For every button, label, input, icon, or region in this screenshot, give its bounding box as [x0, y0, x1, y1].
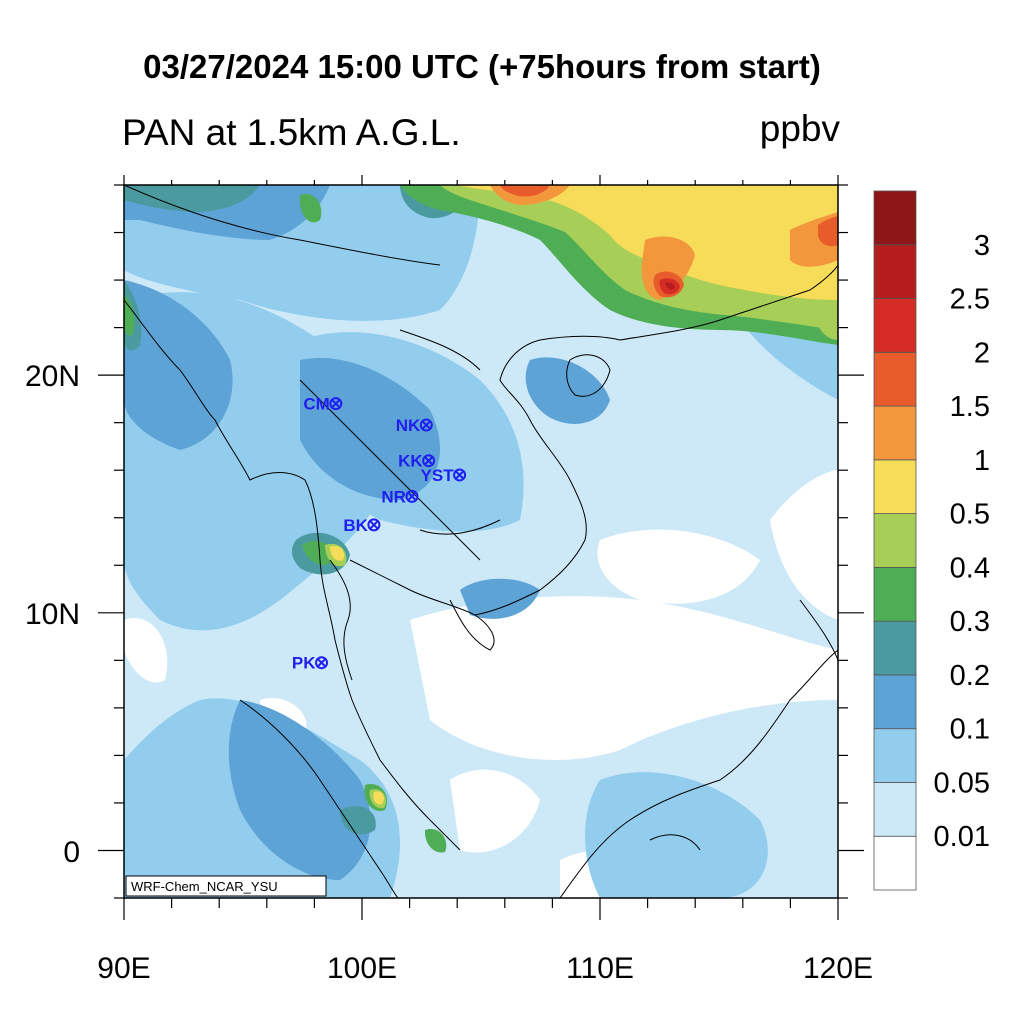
colorbar-level-label: 1.5: [950, 391, 990, 423]
colorbar-level-label: 0.3: [950, 606, 990, 638]
station-kk: KK: [398, 452, 436, 471]
colorbar-swatch: [873, 782, 917, 837]
lon-tick-110e: 110E: [566, 952, 634, 985]
station-marker-icon: [419, 418, 433, 432]
plot-title: 03/27/2024 15:00 UTC (+75hours from star…: [143, 48, 821, 85]
colorbar-swatch: [873, 351, 917, 407]
station-marker-icon: [405, 489, 419, 503]
colorbar-level-label: 0.01: [934, 821, 990, 853]
colorbar-level-label: 2: [974, 337, 990, 369]
station-pk: PK: [292, 654, 329, 673]
colorbar-swatch: [873, 728, 917, 783]
station-label: NK: [396, 416, 421, 435]
units-label: ppbv: [759, 108, 840, 149]
variable-subtitle: PAN at 1.5km A.G.L.: [122, 112, 461, 153]
colorbar-swatch: [873, 190, 917, 246]
station-marker-icon: [315, 656, 329, 670]
colorbar-swatch: [873, 566, 917, 622]
colorbar-swatch: [873, 459, 917, 515]
model-credit: WRF-Chem_NCAR_YSU: [125, 875, 327, 897]
colorbar-level-label: 2.5: [950, 284, 990, 316]
colorbar-swatch: [873, 674, 917, 730]
station-marker-icon: [367, 518, 381, 532]
colorbar-swatch: [873, 298, 917, 353]
colorbar-level-label: 0.2: [950, 660, 990, 692]
station-label: PK: [292, 654, 316, 673]
station-marker-icon: [453, 468, 467, 482]
colorbar-level-label: 1: [974, 445, 990, 477]
station-label: NR: [381, 487, 406, 506]
station-label: KK: [398, 452, 423, 471]
station-cm: CM: [303, 395, 343, 414]
concentration-field: [124, 185, 838, 898]
station-marker-icon: [422, 454, 436, 468]
lon-tick-100e: 100E: [327, 952, 397, 985]
lat-tick-10n: 10N: [25, 598, 80, 631]
colorbar-swatch: [873, 244, 917, 299]
lon-tick-90e: 90E: [97, 952, 150, 985]
station-marker-icon: [329, 397, 343, 411]
coastlines: [124, 185, 838, 898]
station-bk: BK: [343, 516, 381, 535]
lat-tick-20n: 20N: [25, 360, 80, 393]
station-nk: NK: [396, 416, 433, 435]
colorbar-swatch: [873, 513, 917, 568]
credit-text: WRF-Chem_NCAR_YSU: [131, 879, 278, 894]
colorbar-swatch: [873, 405, 917, 461]
colorbar: 0.01 0.05 0.1 0.2 0.3 0.4 0.5 1 1.5 2 2.5 3: [873, 190, 990, 891]
station-nr: NR: [381, 487, 419, 506]
lat-tick-0: 0: [63, 836, 80, 869]
colorbar-level-label: 0.5: [950, 499, 990, 531]
map-frame: [123, 184, 839, 899]
station-label: CM: [303, 395, 329, 414]
lon-tick-120e: 120E: [803, 952, 873, 985]
station-label: BK: [343, 516, 368, 535]
colorbar-level-label: 0.05: [934, 767, 990, 799]
station-label: YST: [421, 466, 455, 485]
colorbar-level-label: 3: [974, 230, 990, 262]
colorbar-level-label: 0.4: [950, 552, 990, 584]
axis-ticks: [98, 175, 864, 920]
colorbar-level-label: 0.1: [950, 714, 990, 746]
station-yst: YST: [421, 466, 467, 485]
colorbar-swatch: [873, 620, 917, 676]
colorbar-swatch: [873, 835, 917, 891]
